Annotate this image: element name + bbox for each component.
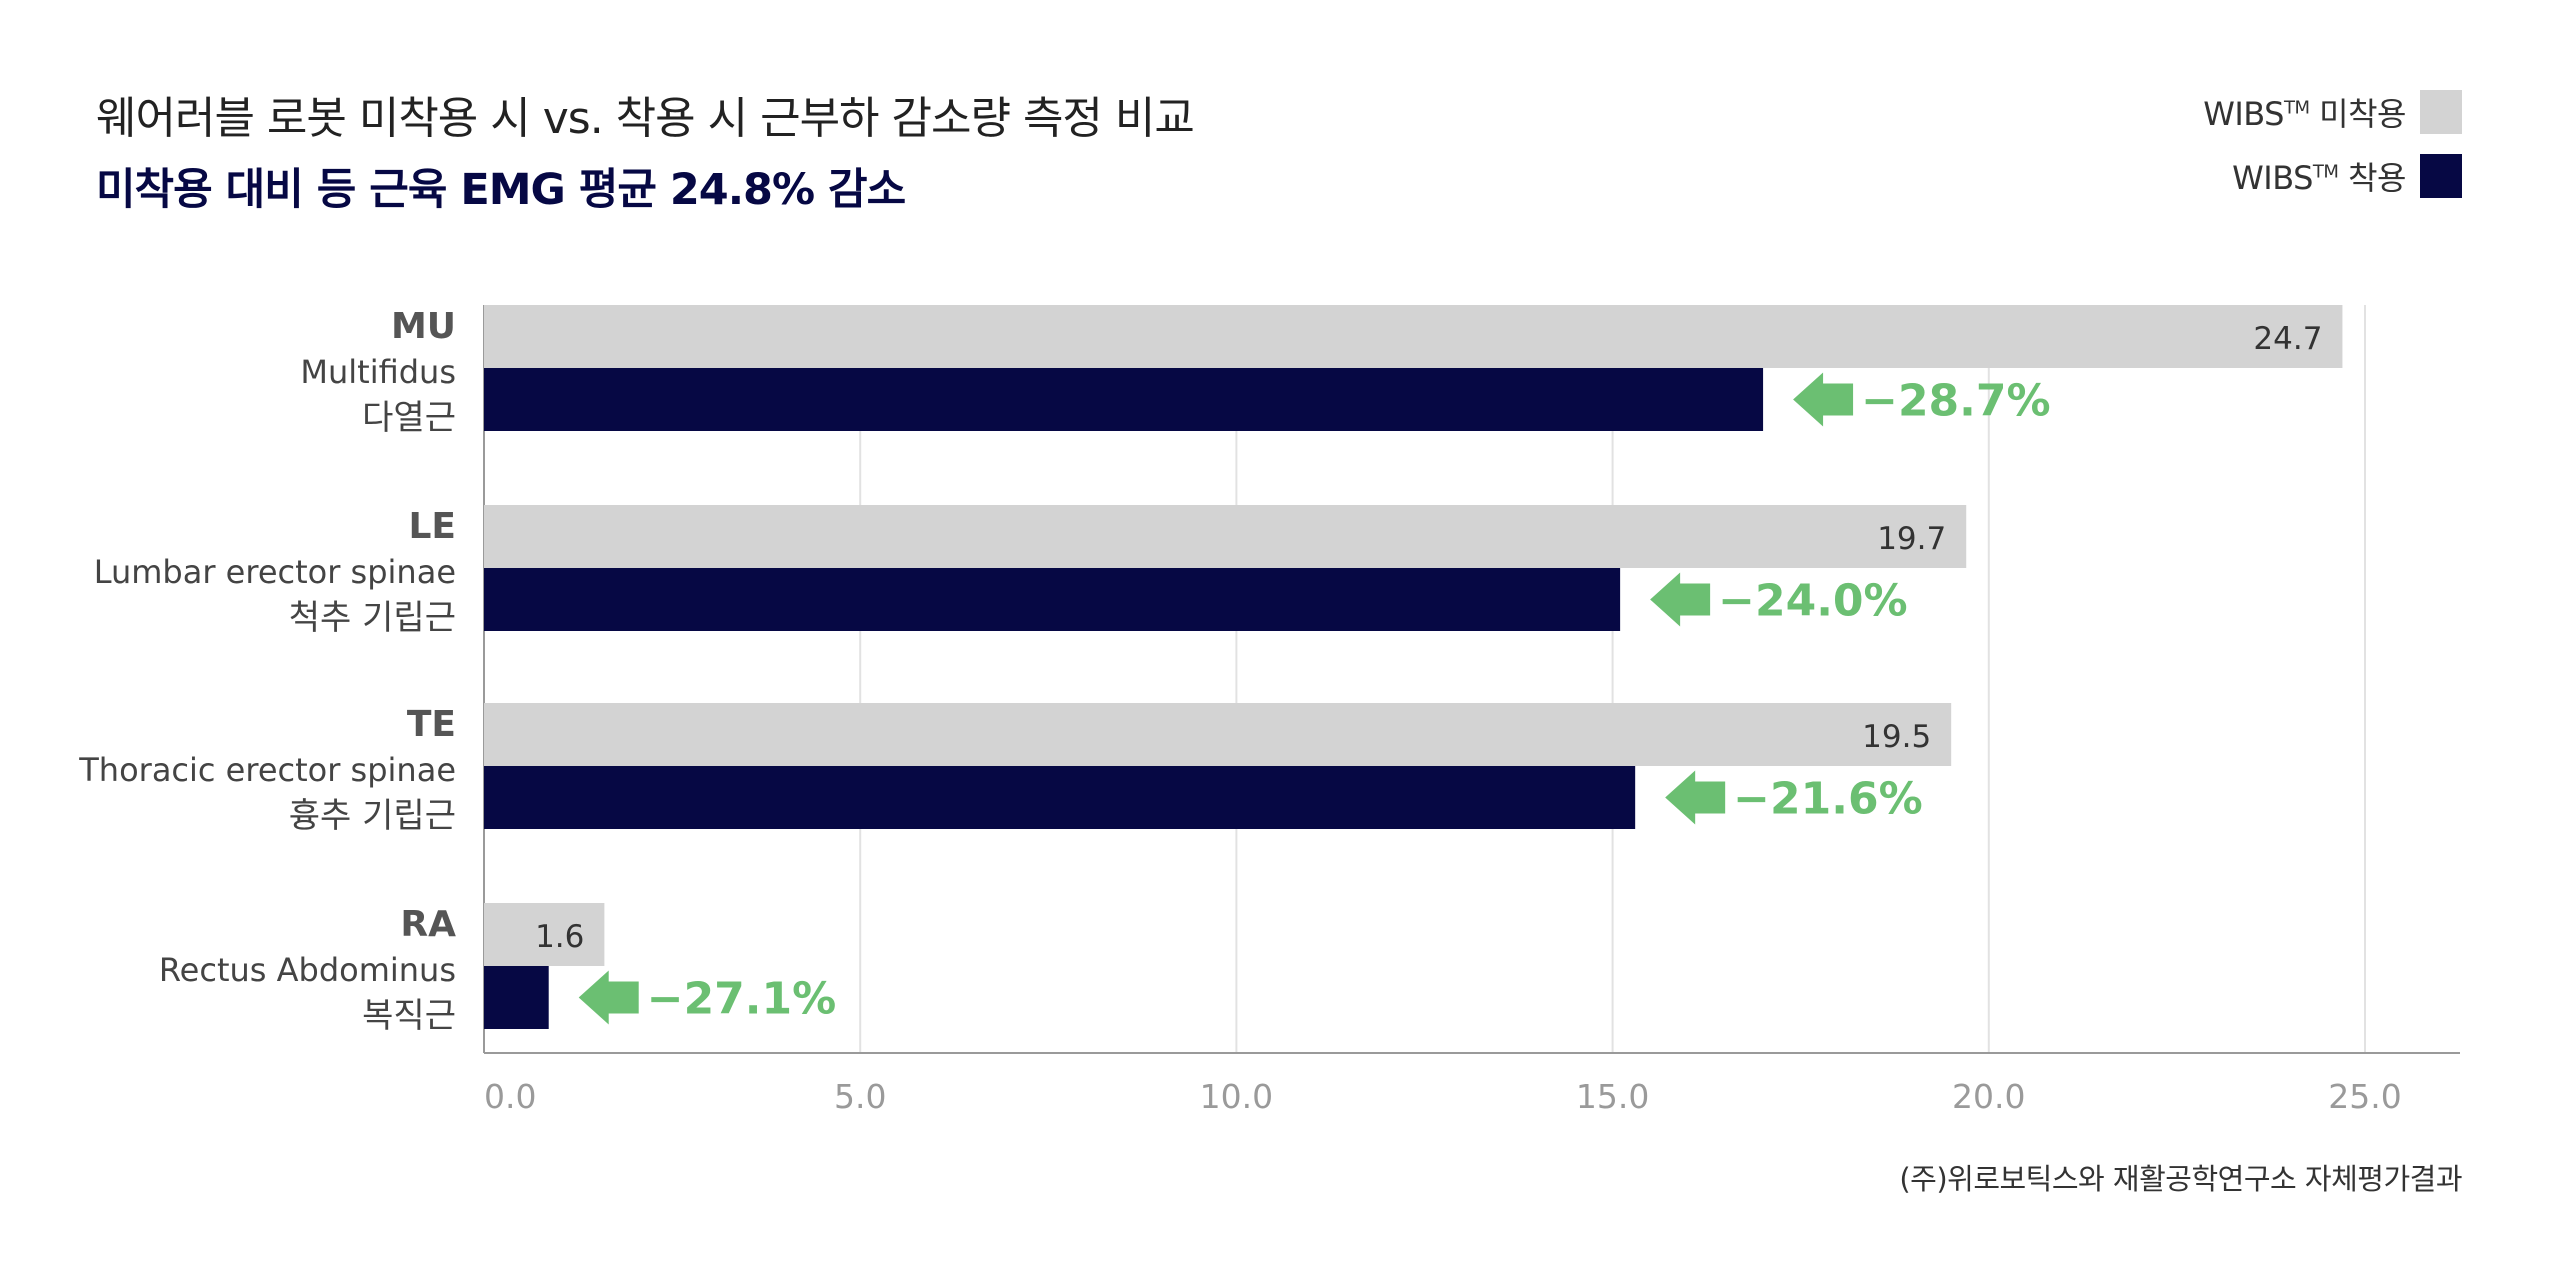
- bar-value-label: 19.5: [1862, 719, 1931, 755]
- legend-label-worn: WIBSTM 착용: [2232, 159, 2406, 197]
- x-tick-label: 20.0: [1952, 1077, 2025, 1116]
- bar-worn: [484, 368, 1764, 431]
- legend-item-unworn: WIBSTM 미착용: [2203, 90, 2462, 134]
- legend: WIBSTM 미착용 WIBSTM 착용: [2203, 90, 2462, 218]
- legend-swatch-unworn: [2420, 90, 2462, 134]
- category-code: LE: [408, 506, 456, 547]
- arrow-left-icon: [578, 970, 639, 1025]
- legend-swatch-worn: [2420, 154, 2462, 198]
- arrow-left-icon: [1793, 372, 1854, 427]
- category-korean-name: 척추 기립근: [289, 598, 456, 638]
- category-english-name: Multifidus: [300, 353, 456, 391]
- bar-unworn: [484, 703, 1952, 766]
- x-tick-label: 15.0: [1576, 1077, 1649, 1116]
- bar-worn: [484, 966, 549, 1029]
- reduction-label: −27.1%: [647, 974, 837, 1025]
- chart-title: 웨어러블 로봇 미착용 시 vs. 착용 시 근부하 감소량 측정 비교: [96, 93, 1195, 144]
- category-korean-name: 흉추 기립근: [289, 796, 456, 836]
- bar-value-label: 1.6: [535, 919, 584, 955]
- reduction-label: −21.6%: [1733, 774, 1923, 825]
- chart-subtitle: 미착용 대비 등 근육 EMG 평균 24.8% 감소: [96, 165, 906, 215]
- category-korean-name: 복직근: [362, 996, 456, 1036]
- reduction-label: −24.0%: [1718, 576, 1908, 627]
- x-tick-label: 5.0: [834, 1077, 886, 1116]
- x-tick-label: 0.0: [484, 1077, 536, 1116]
- bar-value-label: 24.7: [2253, 321, 2322, 357]
- arrow-left-icon: [1665, 770, 1726, 825]
- bar-worn: [484, 568, 1621, 631]
- x-tick-label: 10.0: [1200, 1077, 1273, 1116]
- category-code: MU: [391, 306, 456, 347]
- bar-value-label: 19.7: [1877, 521, 1946, 557]
- category-code: TE: [407, 704, 456, 745]
- bar-worn: [484, 766, 1636, 829]
- category-code: RA: [400, 904, 456, 945]
- bar-unworn: [484, 505, 1967, 568]
- category-korean-name: 다열근: [362, 398, 456, 438]
- bar-unworn: [484, 305, 2343, 368]
- category-english-name: Thoracic erector spinae: [78, 751, 456, 789]
- reduction-label: −28.7%: [1861, 376, 2051, 427]
- arrow-left-icon: [1650, 572, 1711, 627]
- category-english-name: Rectus Abdominus: [159, 951, 456, 989]
- legend-item-worn: WIBSTM 착용: [2203, 154, 2462, 198]
- bar-unworn: [484, 903, 605, 966]
- x-tick-label: 25.0: [2328, 1077, 2401, 1116]
- category-english-name: Lumbar erector spinae: [94, 553, 456, 591]
- source-note: (주)위로보틱스와 재활공학연구소 자체평가결과: [1899, 1162, 2462, 1196]
- legend-label-unworn: WIBSTM 미착용: [2203, 95, 2406, 133]
